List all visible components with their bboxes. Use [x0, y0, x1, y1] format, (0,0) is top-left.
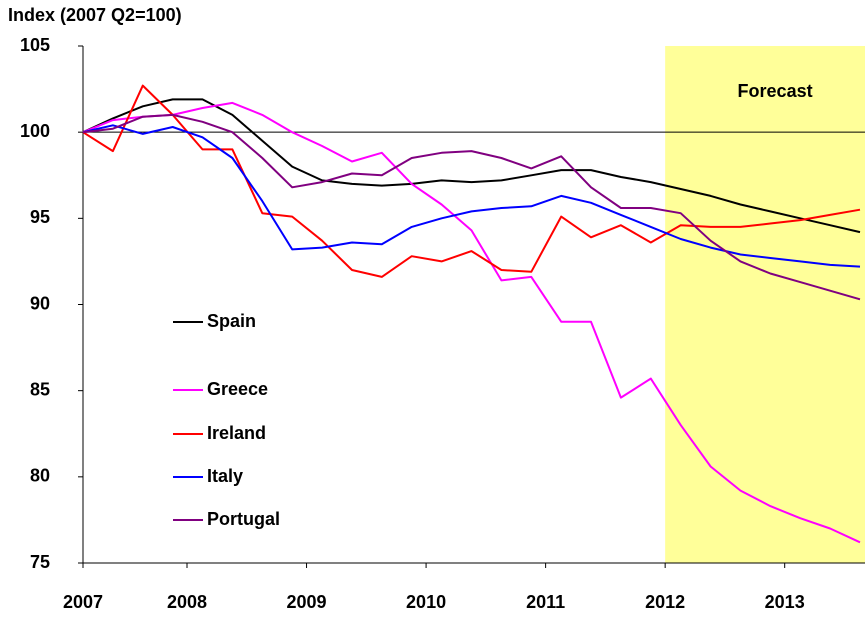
forecast-label: Forecast — [738, 81, 813, 101]
series-line — [82, 124, 861, 268]
x-tick-label: 2012 — [645, 592, 685, 612]
x-tick-label: 2009 — [287, 592, 327, 612]
y-axis-label: Index (2007 Q2=100) — [8, 5, 182, 25]
x-tick-label: 2010 — [406, 592, 446, 612]
series-line — [82, 113, 861, 301]
y-tick-label: 100 — [20, 121, 50, 141]
x-tick-label: 2011 — [526, 592, 565, 612]
y-tick-label: 75 — [30, 552, 50, 572]
y-tick-label: 85 — [30, 379, 50, 399]
y-tick-label: 80 — [30, 466, 50, 486]
forecast-region — [665, 46, 865, 563]
x-tick-label: 2007 — [63, 592, 103, 612]
legend-label: Ireland — [207, 423, 266, 443]
x-tick-label: 2008 — [167, 592, 207, 612]
y-tick-label: 95 — [30, 207, 50, 227]
y-tick-label: 105 — [20, 35, 50, 55]
series-line — [82, 101, 861, 544]
series-line — [82, 98, 861, 234]
legend-label: Portugal — [207, 509, 280, 529]
legend-label: Italy — [207, 466, 243, 486]
x-tick-label: 2013 — [765, 592, 805, 612]
y-tick-label: 90 — [30, 293, 50, 313]
legend-label: Greece — [207, 379, 268, 399]
legend-label: Spain — [207, 311, 256, 331]
series-line — [82, 84, 861, 278]
